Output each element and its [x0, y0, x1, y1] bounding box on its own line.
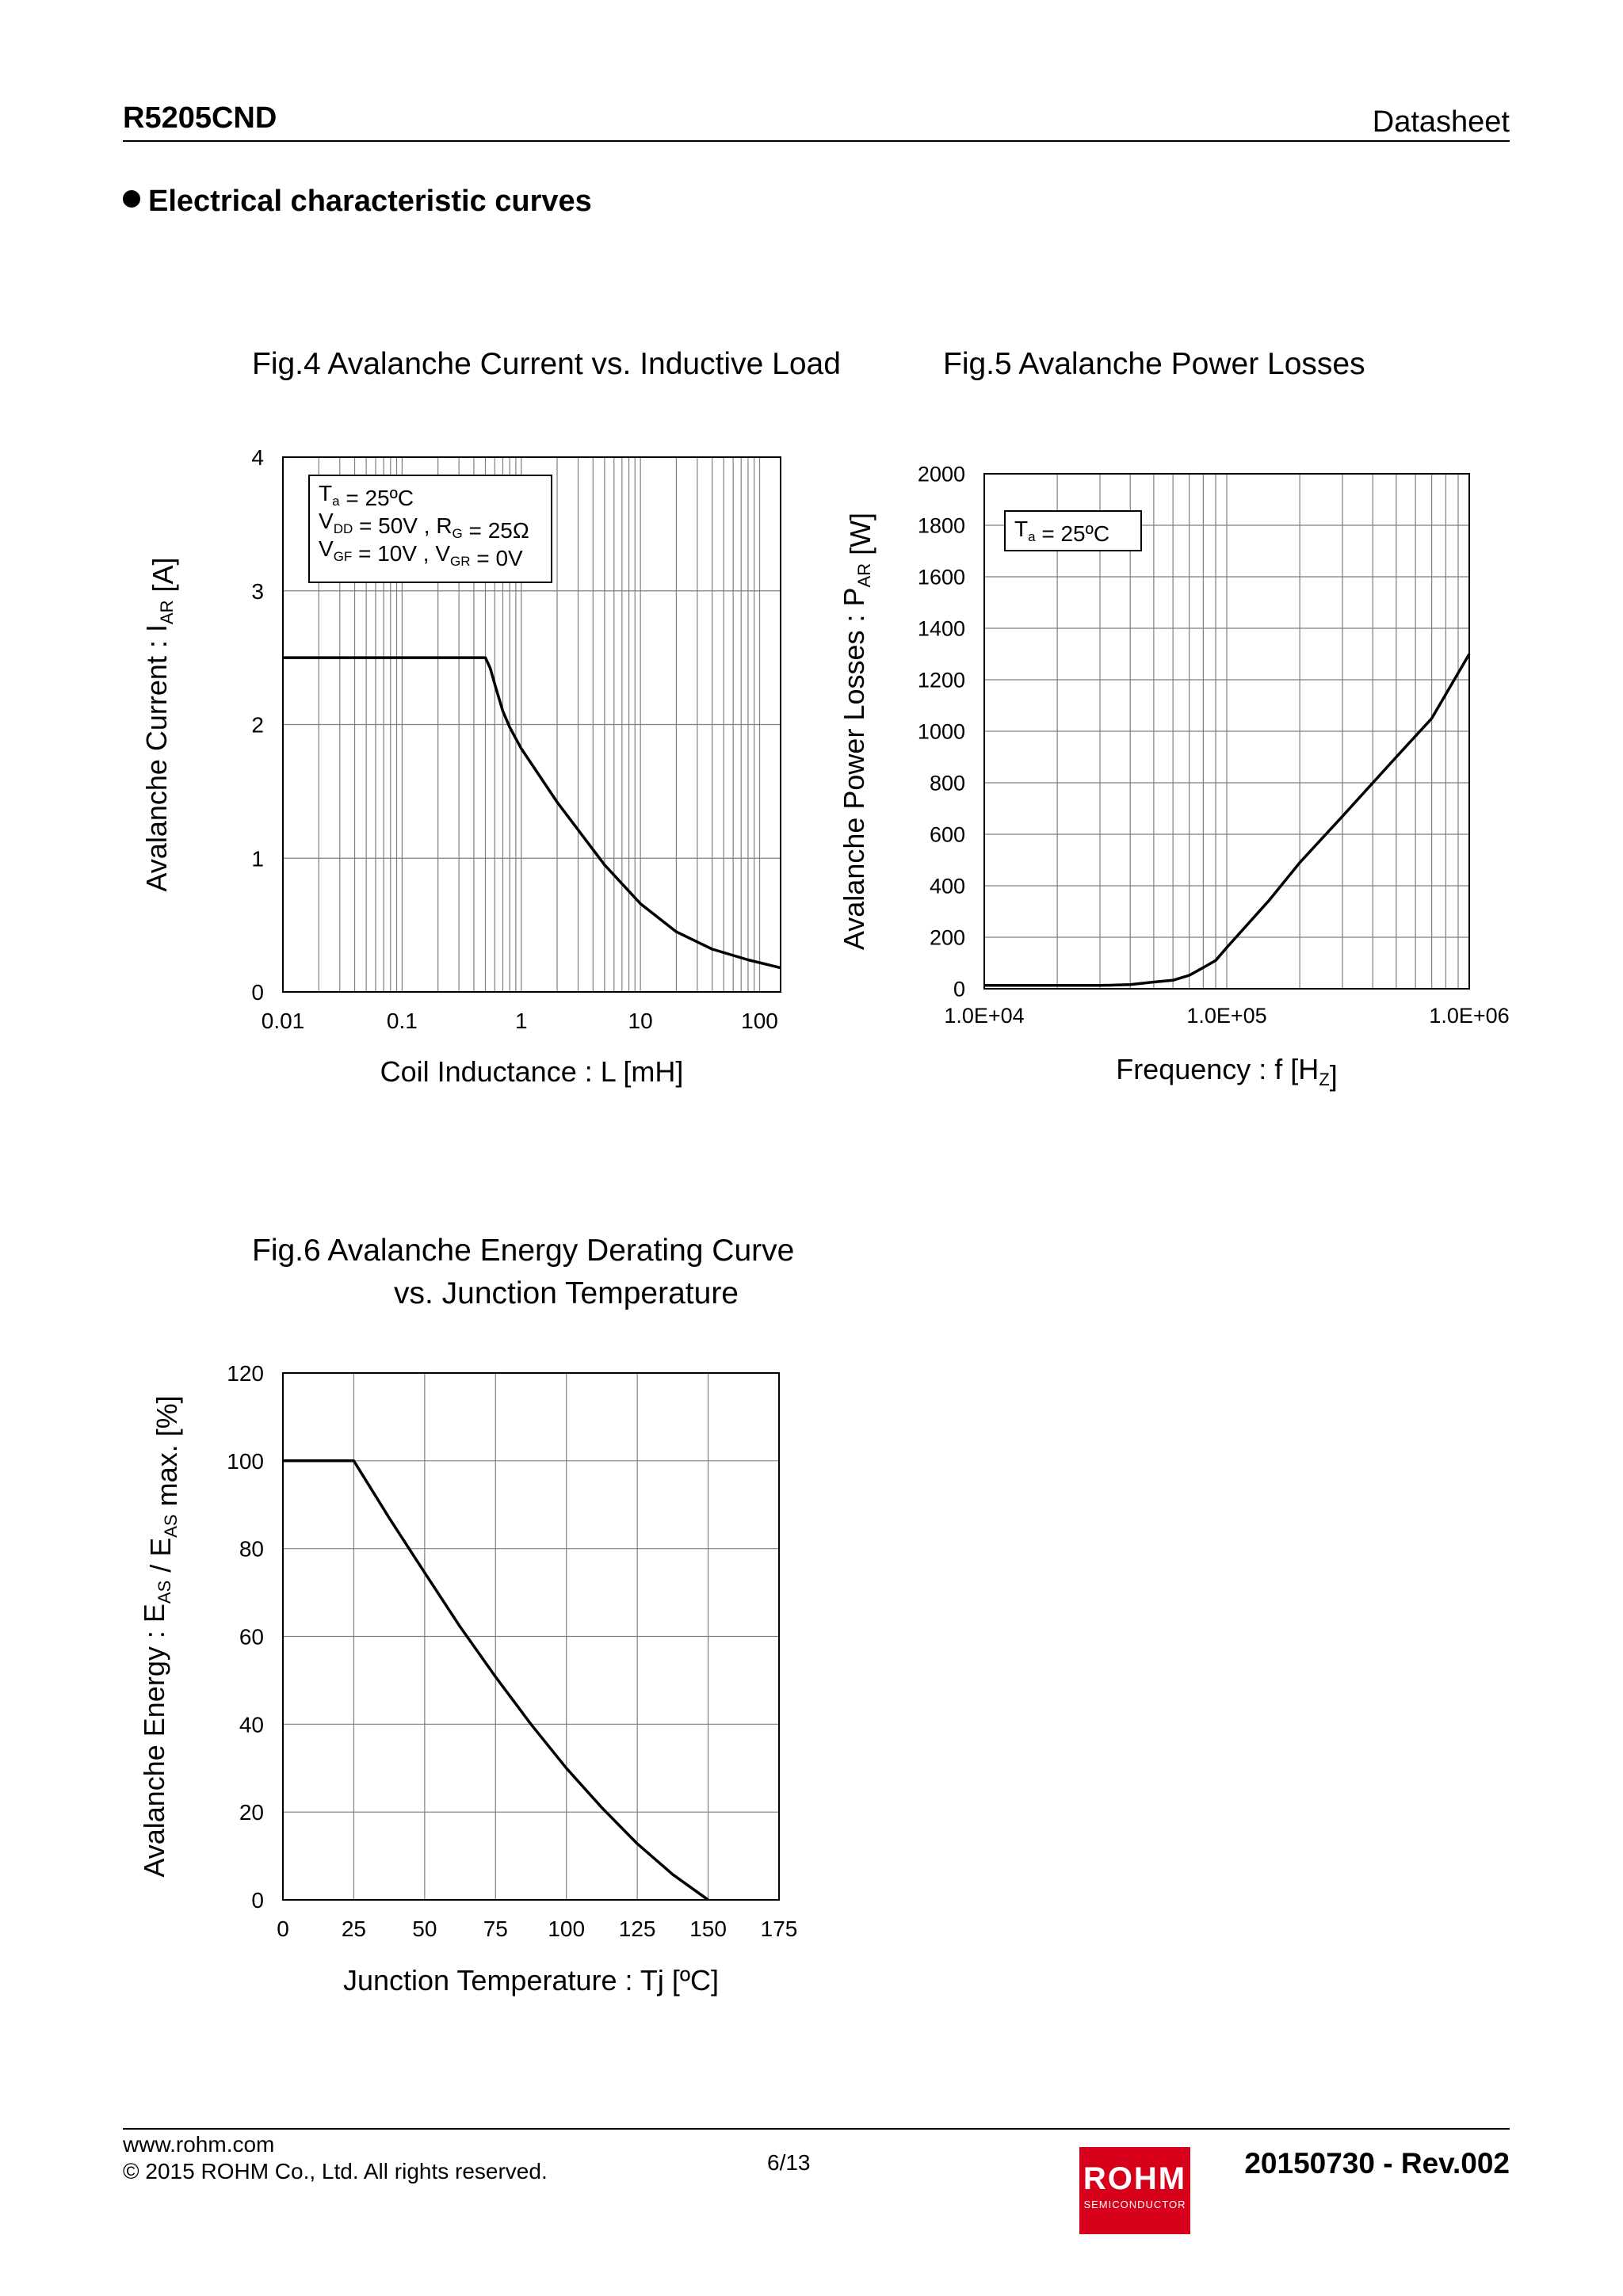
fig5-y-tick-label: 1600 [918, 566, 965, 589]
fig6-title-line2: vs. Junction Temperature [394, 1276, 739, 1310]
fig5-frame [983, 473, 1470, 990]
fig5-y-tick-label: 200 [930, 926, 965, 950]
document-type: Datasheet [1372, 105, 1510, 139]
fig4-annotation-line: VDD = 50V , RG = 25Ω [319, 509, 529, 543]
section-title: Electrical characteristic curves [148, 185, 592, 218]
page-number: 6/13 [767, 2150, 811, 2175]
fig5-x-tick-label: 1.0E+06 [1429, 1004, 1509, 1028]
revision: 20150730 - Rev.002 [1244, 2147, 1510, 2180]
fig6-y-tick-label: 100 [227, 1449, 264, 1474]
fig4-annotation-line: VGF = 10V , VGR = 0V [319, 536, 523, 570]
fig6-x-tick-label: 150 [689, 1917, 727, 1941]
fig4-x-axis-label: Coil Inductance : L [mH] [380, 1055, 684, 1088]
fig6-x-tick-label: 125 [619, 1917, 656, 1941]
fig4-x-tick-label: 0.1 [387, 1009, 418, 1033]
fig6-y-tick-label: 40 [239, 1712, 264, 1737]
fig4-y-tick-label: 2 [251, 713, 264, 738]
fig5-x-tick-label: 1.0E+04 [944, 1004, 1024, 1028]
fig5-y-tick-label: 800 [930, 772, 965, 795]
fig5-annotation-box [1004, 510, 1142, 551]
fig6-series-EAS [283, 1459, 709, 1901]
fig6-y-tick-label: 20 [239, 1800, 264, 1825]
fig5-y-tick-label: 0 [953, 978, 965, 1001]
footer-copyright: © 2015 ROHM Co., Ltd. All rights reserve… [123, 2159, 548, 2183]
fig6-x-tick-label: 100 [548, 1917, 585, 1941]
fig4-annotation-line: Ta = 25ºC [319, 481, 414, 510]
part-number: R5205CND [123, 101, 277, 135]
bullet-icon [123, 190, 140, 208]
fig5-annotation-line: Ta = 25ºC [1014, 517, 1109, 546]
fig6-x-tick-label: 0 [277, 1917, 289, 1941]
fig6-y-tick-label: 120 [227, 1361, 264, 1386]
fig5-x-axis-label: Frequency : f [HZ] [1116, 1053, 1338, 1092]
fig5-y-tick-label: 400 [930, 875, 965, 898]
logo-subtext: SEMICONDUCTOR [1083, 2199, 1186, 2210]
fig4-frame [282, 456, 781, 993]
fig4-x-tick-label: 0.01 [262, 1009, 305, 1033]
fig4-x-tick-label: 10 [628, 1009, 653, 1033]
fig6-x-tick-label: 25 [342, 1917, 366, 1941]
fig5-chart: 1.0E+04 1.0E+05 1.0E+06 0 200 400 600 800 1000 12… [838, 463, 1510, 1092]
fig6-x-tick-label: 50 [412, 1917, 437, 1941]
fig4-y-tick-label: 1 [251, 846, 264, 871]
footer-url[interactable]: www.rohm.com [123, 2132, 275, 2157]
fig5-x-tick-label: 1.0E+05 [1186, 1004, 1266, 1028]
fig5-y-axis-label: Avalanche Power Losses : PAR [W] [838, 513, 876, 950]
rohm-logo: ROHM SEMICONDUCTOR [1079, 2147, 1190, 2234]
fig6-chart: 0 25 50 75 100 125 150 175 0 20 40 60 80 100 120 Juncti… [138, 1361, 797, 1997]
fig5-y-tick-label: 1400 [918, 617, 965, 641]
fig4-x-tick-label: 1 [515, 1009, 528, 1033]
fig6-x-axis-label: Junction Temperature : Tj [ºC] [343, 1964, 719, 1997]
fig5-y-tick-label: 1200 [918, 669, 965, 692]
fig4-chart: 0.01 0.1 1 10 100 0 1 2 3 4 Coil Inductance : L [m… [140, 445, 781, 1088]
footer-info: www.rohm.com © 2015 ROHM Co., Ltd. All r… [123, 2131, 548, 2185]
fig5-y-tick-label: 1800 [918, 514, 965, 538]
fig5-y-tick-label: 2000 [918, 463, 965, 486]
fig6-frame [282, 1372, 780, 1901]
fig4-y-tick-label: 3 [251, 579, 264, 604]
header-rule [123, 140, 1510, 142]
fig4-y-tick-label: 0 [251, 980, 264, 1005]
logo-text: ROHM [1083, 2161, 1187, 2196]
fig6-y-tick-label: 80 [239, 1537, 264, 1562]
fig4-title: Fig.4 Avalanche Current vs. Inductive Lo… [252, 347, 841, 381]
fig6-y-tick-label: 60 [239, 1625, 264, 1650]
fig6-y-tick-label: 0 [251, 1888, 264, 1913]
fig5-y-tick-label: 600 [930, 823, 965, 847]
fig5-title: Fig.5 Avalanche Power Losses [943, 347, 1365, 381]
fig4-y-tick-label: 4 [251, 445, 264, 470]
fig4-annotation-box [308, 475, 552, 583]
footer-rule [123, 2128, 1510, 2130]
section-heading: Electrical characteristic curves [123, 185, 592, 219]
fig5-y-tick-label: 1000 [918, 720, 965, 744]
fig6-x-tick-label: 175 [761, 1917, 798, 1941]
fig4-gridlines [282, 456, 781, 993]
fig6-x-tick-label: 75 [483, 1917, 508, 1941]
fig4-x-tick-label: 100 [741, 1009, 778, 1033]
fig4-y-axis-label: Avalanche Current : IAR [A] [140, 557, 179, 891]
fig4-series-IAR [283, 656, 781, 970]
fig6-title: Fig.6 Avalanche Energy Derating Curve [252, 1234, 795, 1268]
fig5-series-PAR [984, 653, 1471, 987]
fig6-y-axis-label: Avalanche Energy : EAS / EAS max. [%] [138, 1395, 183, 1877]
